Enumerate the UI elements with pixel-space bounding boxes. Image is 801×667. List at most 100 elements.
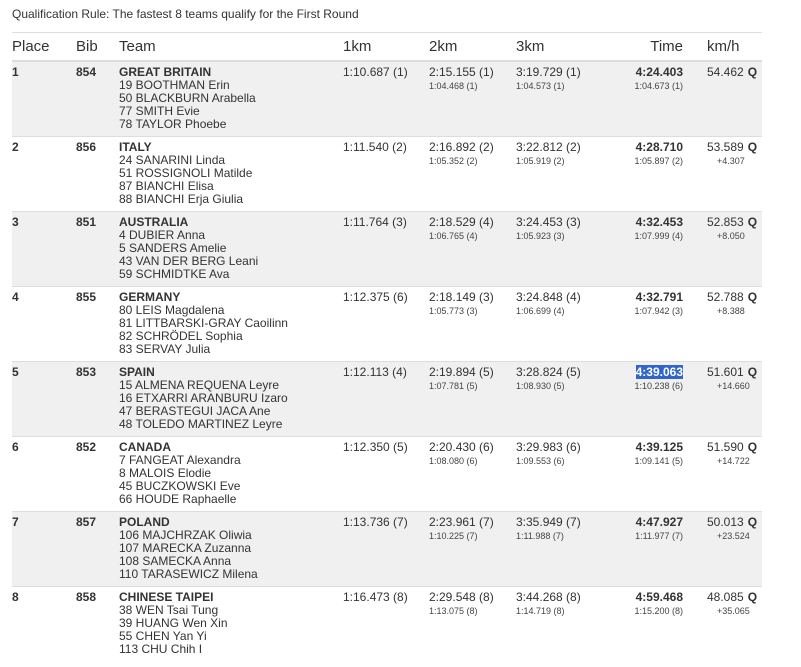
place: 8: [12, 586, 76, 661]
col-time[interactable]: Time: [606, 32, 683, 62]
table-row: 7 857 POLAND 106 MAJCHRZAK Oliwia 107 MARE…: [12, 511, 762, 587]
split-3km: 3:22.812 (2) 1:05.919 (2): [516, 136, 606, 212]
split-2km: 2:20.430 (6) 1:08.080 (6): [429, 436, 516, 512]
place: 2: [12, 136, 76, 212]
rider-name: 15 ALMENA REQUENA Leyre: [119, 378, 280, 392]
table-row: 4 855 GERMANY 80 LEIS Magdalena 81 LITTBAR…: [12, 286, 762, 362]
split-3km-lap: 1:05.923 (3): [516, 231, 565, 241]
rider-name: 107 MARECKA Zuzanna: [119, 541, 252, 555]
team-name: SPAIN: [119, 365, 155, 379]
team-cell: ITALY 24 SANARINI Linda 51 ROSSIGNOLI Mati…: [119, 136, 343, 212]
split-2km-time: 2:23.961 (7): [429, 515, 494, 529]
gap: +8.050: [717, 231, 745, 241]
split-3km-time: 3:24.453 (3): [516, 215, 581, 229]
split-2km-time: 2:16.892 (2): [429, 140, 494, 154]
split-2km-lap: 1:06.765 (4): [429, 231, 478, 241]
final-time-value: 4:59.468: [635, 590, 683, 604]
split-1km: 1:12.113 (4): [343, 361, 429, 437]
speed: 52.788: [707, 290, 744, 304]
place: 4: [12, 286, 76, 362]
split-2km: 2:18.529 (4) 1:06.765 (4): [429, 211, 516, 287]
final-time-value: 4:39.125: [635, 440, 683, 454]
split-2km-lap: 1:05.773 (3): [429, 306, 478, 316]
team-name: CANADA: [119, 440, 171, 454]
rider-name: 83 SERVAY Julia: [119, 342, 211, 356]
col-bib[interactable]: Bib: [76, 32, 119, 62]
final-time: 4:47.927 1:11.977 (7): [606, 511, 683, 587]
gap: +23.524: [717, 531, 750, 541]
gap: +14.722: [717, 456, 750, 466]
col-1km[interactable]: 1km: [343, 32, 429, 62]
final-time-value: 4:24.403: [635, 65, 683, 79]
rider-name: 4 DUBIER Anna: [119, 228, 206, 242]
team-name: POLAND: [119, 515, 170, 529]
split-2km-lap: 1:13.075 (8): [429, 606, 478, 616]
split-2km-time: 2:29.548 (8): [429, 590, 494, 604]
split-3km-time: 3:22.812 (2): [516, 140, 581, 154]
final-time-lap: 1:09.141 (5): [634, 456, 683, 466]
split-2km-time: 2:20.430 (6): [429, 440, 494, 454]
split-2km-time: 2:15.155 (1): [429, 65, 494, 79]
rider-name: 8 MALOIS Elodie: [119, 466, 212, 480]
team-name: GERMANY: [119, 290, 181, 304]
table-row: 3 851 AUSTRALIA 4 DUBIER Anna 5 SANDERS Am…: [12, 211, 762, 287]
rider-name: 5 SANDERS Amelie: [119, 241, 227, 255]
split-2km-lap: 1:04.468 (1): [429, 81, 478, 91]
speed: 51.601: [707, 365, 744, 379]
rider-name: 45 BUCZKOWSKI Eve: [119, 479, 241, 493]
final-time: 4:24.403 1:04.673 (1): [606, 60, 683, 137]
qualified-badge: Q: [747, 440, 758, 454]
rider-name: 66 HOUDE Raphaelle: [119, 492, 237, 506]
rider-name: 82 SCHRÖDEL Sophia: [119, 329, 243, 343]
qualification-rule: Qualification Rule: The fastest 8 teams …: [12, 7, 359, 21]
team-cell: SPAIN 15 ALMENA REQUENA Leyre 16 ETXARRI A…: [119, 361, 343, 437]
gap: +35.065: [717, 606, 750, 616]
team-name: ITALY: [119, 140, 152, 154]
team-cell: AUSTRALIA 4 DUBIER Anna 5 SANDERS Amelie 43…: [119, 211, 343, 287]
split-2km-lap: 1:10.225 (7): [429, 531, 478, 541]
split-2km-lap: 1:07.781 (5): [429, 381, 478, 391]
split-1km: 1:10.687 (1): [343, 60, 429, 137]
split-2km-time: 2:19.894 (5): [429, 365, 494, 379]
team-name: AUSTRALIA: [119, 215, 189, 229]
bib: 851: [76, 211, 119, 287]
final-time: 4:39.063 1:10.238 (6): [606, 361, 683, 437]
col-kmh[interactable]: km/h: [683, 32, 762, 62]
rider-name: 77 SMITH Evie: [119, 104, 200, 118]
col-2km[interactable]: 2km: [429, 32, 516, 62]
speed-cell: 51.601 Q +14.660: [683, 361, 762, 437]
col-team[interactable]: Team: [119, 32, 343, 62]
rider-name: 88 BIANCHI Erja Giulia: [119, 192, 244, 206]
final-time: 4:32.791 1:07.942 (3): [606, 286, 683, 362]
split-2km: 2:23.961 (7) 1:10.225 (7): [429, 511, 516, 587]
split-1km: 1:11.540 (2): [343, 136, 429, 212]
speed: 51.590: [707, 440, 744, 454]
split-1km: 1:12.375 (6): [343, 286, 429, 362]
split-3km-time: 3:28.824 (5): [516, 365, 581, 379]
bib: 856: [76, 136, 119, 212]
split-3km-time: 3:44.268 (8): [516, 590, 581, 604]
table-row: 6 852 CANADA 7 FANGEAT Alexandra 8 MALOIS …: [12, 436, 762, 512]
split-3km: 3:19.729 (1) 1:04.573 (1): [516, 60, 606, 137]
rider-name: 110 TARASEWICZ Milena: [119, 567, 258, 581]
split-3km: 3:28.824 (5) 1:08.930 (5): [516, 361, 606, 437]
final-time: 4:59.468 1:15.200 (8): [606, 586, 683, 661]
col-3km[interactable]: 3km: [516, 32, 606, 62]
speed: 50.013: [707, 515, 744, 529]
final-time-value: 4:32.791: [635, 290, 683, 304]
rider-name: 78 TAYLOR Phoebe: [119, 117, 227, 131]
gap: +14.660: [717, 381, 750, 391]
final-time-lap: 1:07.999 (4): [634, 231, 683, 241]
final-time-lap: 1:10.238 (6): [634, 381, 683, 391]
split-2km-time: 2:18.149 (3): [429, 290, 494, 304]
final-time: 4:32.453 1:07.999 (4): [606, 211, 683, 287]
final-time-lap: 1:05.897 (2): [634, 156, 683, 166]
split-2km-time: 2:18.529 (4): [429, 215, 494, 229]
rider-name: 38 WEN Tsai Tung: [119, 603, 219, 617]
split-3km-lap: 1:09.553 (6): [516, 456, 565, 466]
rider-name: 51 ROSSIGNOLI Matilde: [119, 166, 253, 180]
col-place[interactable]: Place: [12, 32, 76, 62]
speed-cell: 52.853 Q +8.050: [683, 211, 762, 287]
split-1km: 1:11.764 (3): [343, 211, 429, 287]
split-3km-time: 3:35.949 (7): [516, 515, 581, 529]
